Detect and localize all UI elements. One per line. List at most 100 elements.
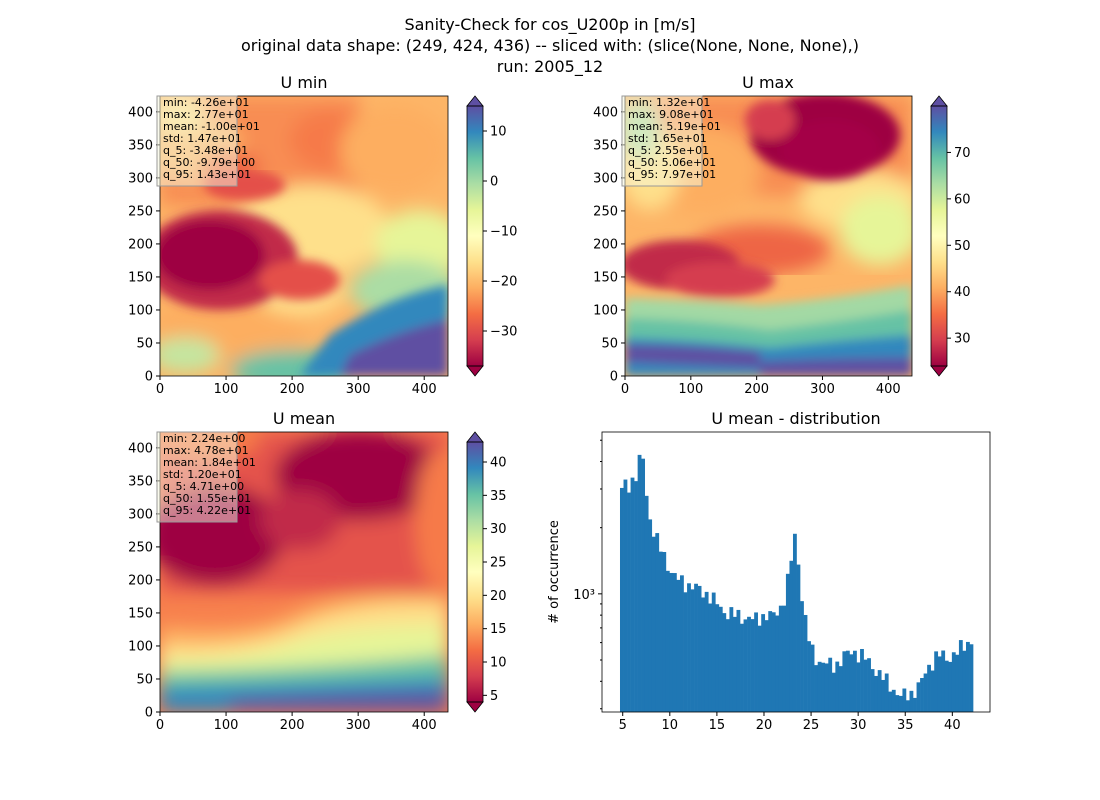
figure-title-line2: original data shape: (249, 424, 436) -- … [241,36,859,55]
umin-xtick-label: 0 [156,382,164,397]
umean-xtick-label: 400 [412,718,437,733]
hist-bar [927,664,931,712]
umax-x-axis: 0 100 200 300 400 [621,376,901,397]
figure-title-line3: run: 2005_12 [497,57,603,77]
hist-xtick-label: 30 [850,718,867,733]
panel-umin: U min [128,73,517,397]
umax-stat-line: min: 1.32e+01 [628,96,710,109]
umean-stat-line: mean: 1.84e+01 [163,456,256,469]
hist-bar [863,659,868,712]
hist-bar [969,644,974,712]
umean-stat-line: min: 2.24e+00 [163,432,245,445]
umin-colorbar: 10 0 −10 −20 −30 [466,95,517,377]
hist-x-axis: 5 10 15 20 25 30 35 40 [619,712,961,733]
hist-bar [913,697,917,712]
umax-stat-line: q_5: 2.55e+01 [628,144,709,157]
hist-xtick-label: 25 [803,718,820,733]
umean-xtick-label: 200 [280,718,305,733]
hist-ytick-label: 10³ [573,588,595,603]
hist-bar [754,612,758,712]
hist-bar [757,625,762,712]
hist-bar [835,661,840,712]
umax-xtick-label: 300 [810,382,835,397]
hist-bar [718,606,723,712]
hist-bar [644,495,649,712]
hist-bar [930,670,935,712]
hist-bar [860,648,864,712]
umean-ytick-label: 100 [128,639,153,654]
hist-bar [732,616,737,712]
hist-bar [634,481,638,712]
umin-ytick-label: 50 [136,336,153,351]
hist-bar [792,533,797,712]
umax-stat-line: q_50: 5.06e+01 [628,156,716,169]
hist-bar [687,583,691,712]
umin-colorbar-tick-label: −20 [490,275,517,290]
umin-stat-line: std: 1.47e+01 [163,132,242,145]
hist-bar [916,682,921,712]
umin-xtick-label: 200 [280,382,305,397]
umax-colorbar-extend-top [930,95,948,107]
umin-xtick-label: 300 [346,382,371,397]
umin-stat-line: q_50: -9.79e+00 [163,156,255,169]
umean-colorbar: 40 35 30 25 20 15 10 5 [466,431,507,713]
hist-bar [824,663,829,712]
panel-umean: U mean 0 100 200 300 400 0 50 100 150 200 250 300 3… [128,409,506,733]
umax-ytick-label: 300 [593,171,618,186]
panel-umax-title: U max [742,73,794,92]
hist-bar [722,613,727,712]
hist-ylabel: # of occurrence [547,520,562,624]
umin-ytick-label: 400 [128,105,153,120]
hist-bar [895,695,900,712]
umin-ytick-label: 200 [128,237,153,252]
umean-colorbar-tick-label: 20 [490,589,507,604]
hist-bar [736,609,741,712]
hist-bar [941,650,946,712]
umax-ytick-label: 250 [593,204,618,219]
hist-bar [683,592,688,712]
umax-stat-line: mean: 5.19e+01 [628,120,721,133]
hist-bar [658,551,663,712]
umax-ytick-label: 400 [593,105,618,120]
hist-bar [619,487,624,712]
hist-bar [764,620,769,712]
umean-colorbar-tick-label: 30 [490,522,507,537]
hist-bar [856,662,861,712]
hist-bar [775,615,780,712]
hist-xtick-label: 10 [662,718,679,733]
hist-bar [965,641,970,712]
umean-colorbar-tick-label: 25 [490,556,507,571]
umin-ytick-label: 0 [145,370,153,385]
hist-bar [800,601,804,712]
umax-colorbar-tick-label: 40 [954,285,971,300]
hist-bar [828,657,833,712]
umin-ytick-label: 150 [128,270,153,285]
umax-ytick-label: 0 [610,370,618,385]
hist-bar [725,619,730,712]
hist-bar [697,585,702,712]
hist-bar [831,672,836,712]
hist-bar [729,607,734,712]
hist-bar [651,536,656,712]
hist-bar [902,688,907,712]
umin-stat-line: mean: -1.00e+01 [163,120,260,133]
umean-stat-line: q_50: 1.55e+01 [163,492,251,505]
umean-colorbar-fill [467,442,483,702]
hist-bar [958,640,963,712]
hist-bar [803,614,808,712]
hist-xtick-label: 20 [756,718,773,733]
umean-ytick-label: 250 [128,540,153,555]
hist-bar [948,661,953,712]
hist-xtick-label: 35 [897,718,914,733]
umax-y-axis: 0 50 100 150 200 250 300 350 400 [593,105,625,385]
hist-bar [669,572,674,712]
hist-bar [761,614,766,712]
umin-ytick-label: 100 [128,303,153,318]
hist-bar [891,689,896,712]
hist-bar [711,592,716,712]
hist-bar [782,605,787,712]
figure-title-line1: Sanity-Check for cos_U200p in [m/s] [404,15,695,35]
umax-ytick-label: 350 [593,138,618,153]
umax-colorbar-tick-label: 50 [954,239,971,254]
